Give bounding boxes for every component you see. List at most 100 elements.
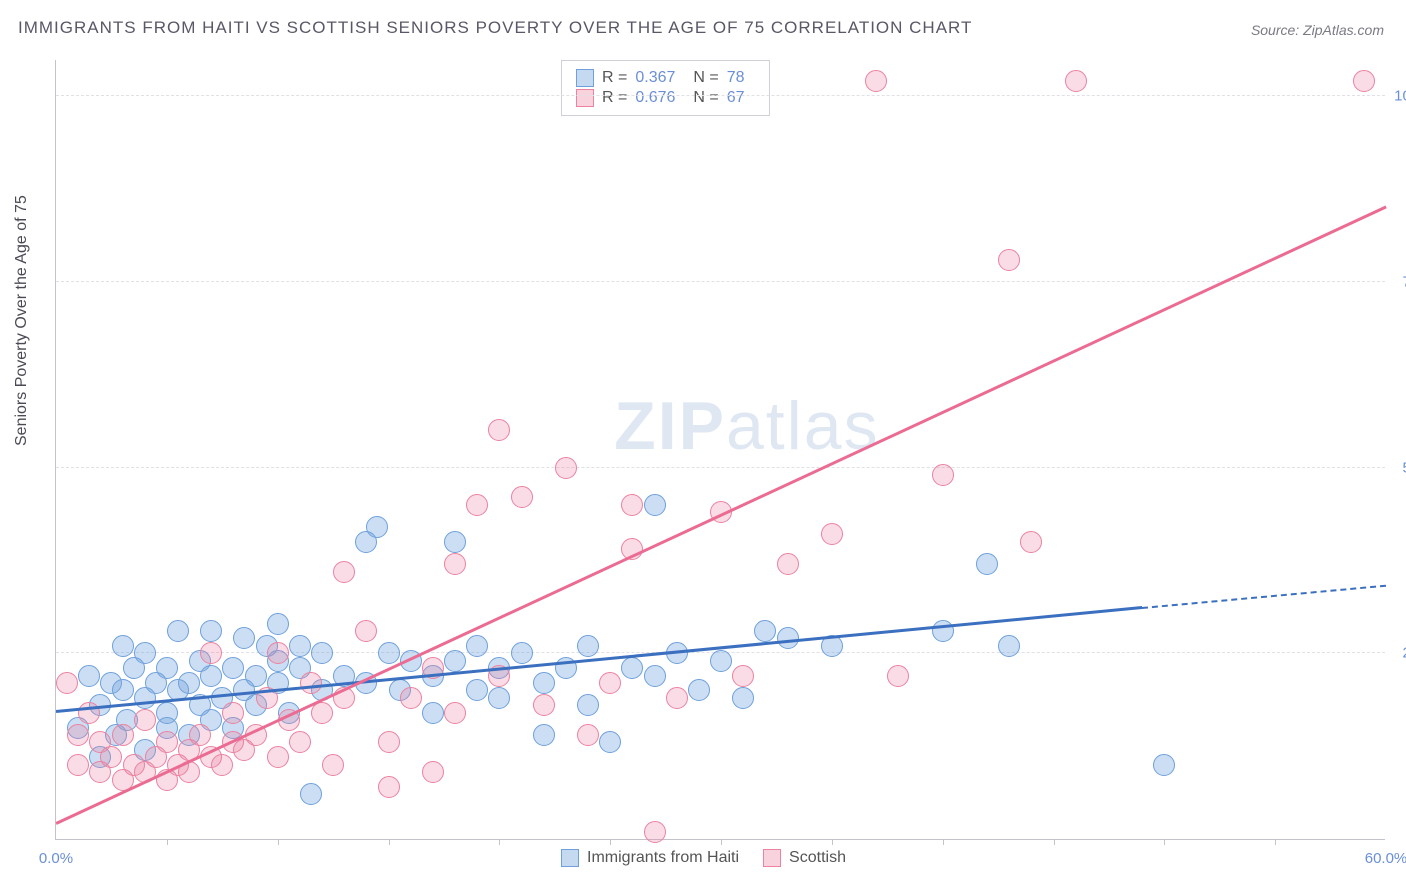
- point-scottish: [821, 523, 843, 545]
- x-tick: [1275, 839, 1276, 845]
- point-scottish: [644, 821, 666, 843]
- x-tick: [278, 839, 279, 845]
- point-haiti: [511, 642, 533, 664]
- point-haiti: [134, 642, 156, 664]
- x-tick: [610, 839, 611, 845]
- point-scottish: [67, 724, 89, 746]
- point-scottish: [533, 694, 555, 716]
- point-haiti: [488, 687, 510, 709]
- point-scottish: [189, 724, 211, 746]
- point-haiti: [156, 702, 178, 724]
- watermark: ZIPatlas: [614, 387, 879, 465]
- point-haiti: [156, 657, 178, 679]
- point-haiti: [466, 635, 488, 657]
- point-haiti: [754, 620, 776, 642]
- point-haiti: [289, 635, 311, 657]
- legend-item-scottish: Scottish: [763, 849, 846, 867]
- point-scottish: [112, 724, 134, 746]
- point-scottish: [577, 724, 599, 746]
- point-scottish: [311, 702, 333, 724]
- point-haiti: [644, 665, 666, 687]
- point-haiti: [998, 635, 1020, 657]
- point-scottish: [378, 776, 400, 798]
- bottom-legend: Immigrants from Haiti Scottish: [561, 849, 846, 867]
- y-tick-label: 100.0%: [1394, 88, 1406, 105]
- point-scottish: [1020, 531, 1042, 553]
- point-haiti: [422, 702, 444, 724]
- source-label: Source: ZipAtlas.com: [1251, 22, 1384, 38]
- n-value-pink: 67: [727, 89, 745, 107]
- swatch-pink-icon: [763, 849, 781, 867]
- point-haiti: [621, 657, 643, 679]
- point-scottish: [378, 731, 400, 753]
- point-haiti: [976, 553, 998, 575]
- point-scottish: [322, 754, 344, 776]
- legend-item-haiti: Immigrants from Haiti: [561, 849, 739, 867]
- point-scottish: [333, 561, 355, 583]
- r-value-pink: 0.676: [635, 89, 675, 107]
- point-scottish: [56, 672, 78, 694]
- point-haiti: [577, 694, 599, 716]
- point-scottish: [777, 553, 799, 575]
- gridline: [56, 281, 1385, 282]
- n-value-blue: 78: [727, 69, 745, 87]
- point-scottish: [466, 494, 488, 516]
- point-haiti: [267, 613, 289, 635]
- trend-line: [55, 205, 1386, 824]
- point-scottish: [732, 665, 754, 687]
- point-haiti: [688, 679, 710, 701]
- point-haiti: [245, 665, 267, 687]
- point-haiti: [444, 531, 466, 553]
- point-haiti: [599, 731, 621, 753]
- point-haiti: [200, 620, 222, 642]
- point-haiti: [533, 724, 555, 746]
- point-haiti: [78, 665, 100, 687]
- point-scottish: [555, 457, 577, 479]
- legend-row-blue: R = 0.367 N = 78: [576, 69, 755, 87]
- swatch-blue-icon: [576, 69, 594, 87]
- x-tick: [721, 839, 722, 845]
- x-tick: [167, 839, 168, 845]
- point-scottish: [267, 746, 289, 768]
- point-scottish: [599, 672, 621, 694]
- point-haiti: [732, 687, 754, 709]
- gridline: [56, 95, 1385, 96]
- point-scottish: [444, 553, 466, 575]
- r-value-blue: 0.367: [635, 69, 675, 87]
- point-haiti: [466, 679, 488, 701]
- point-haiti: [644, 494, 666, 516]
- point-haiti: [112, 635, 134, 657]
- point-scottish: [156, 731, 178, 753]
- point-scottish: [1065, 70, 1087, 92]
- point-scottish: [222, 702, 244, 724]
- point-haiti: [222, 657, 244, 679]
- point-scottish: [267, 642, 289, 664]
- x-tick-label: 0.0%: [39, 850, 73, 867]
- swatch-pink-icon: [576, 89, 594, 107]
- legend-row-pink: R = 0.676 N = 67: [576, 89, 755, 107]
- point-scottish: [511, 486, 533, 508]
- point-scottish: [1353, 70, 1375, 92]
- point-scottish: [488, 419, 510, 441]
- point-scottish: [300, 672, 322, 694]
- x-tick: [389, 839, 390, 845]
- legend-stats-box: R = 0.367 N = 78 R = 0.676 N = 67: [561, 60, 770, 116]
- point-scottish: [444, 702, 466, 724]
- point-haiti: [167, 620, 189, 642]
- point-scottish: [67, 754, 89, 776]
- y-tick-label: 25.0%: [1402, 645, 1406, 662]
- point-haiti: [300, 783, 322, 805]
- point-scottish: [200, 642, 222, 664]
- chart-title: IMMIGRANTS FROM HAITI VS SCOTTISH SENIOR…: [18, 18, 972, 38]
- point-haiti: [112, 679, 134, 701]
- y-tick-label: 75.0%: [1402, 273, 1406, 290]
- x-tick: [832, 839, 833, 845]
- point-scottish: [355, 620, 377, 642]
- swatch-blue-icon: [561, 849, 579, 867]
- point-haiti: [1153, 754, 1175, 776]
- point-scottish: [100, 746, 122, 768]
- point-scottish: [621, 494, 643, 516]
- y-axis-label: Seniors Poverty Over the Age of 75: [13, 195, 31, 446]
- y-tick-label: 50.0%: [1402, 459, 1406, 476]
- point-haiti: [378, 642, 400, 664]
